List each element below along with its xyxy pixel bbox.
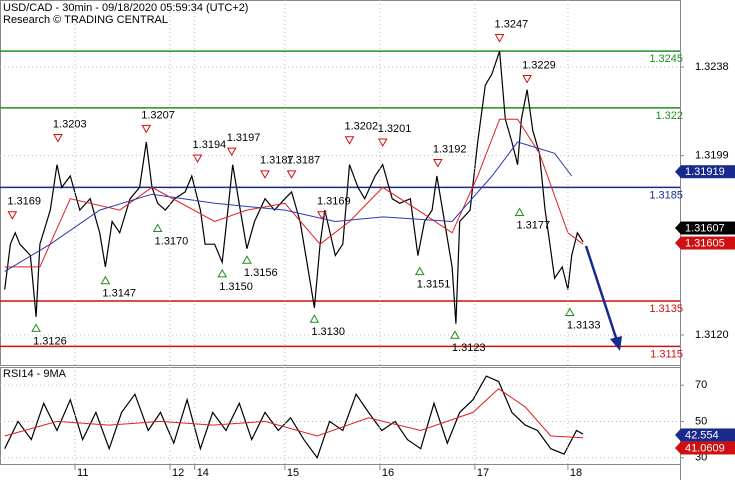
y-tick-label: 1.3199 [695,149,729,161]
high-label: 1.3194 [193,139,227,151]
low-label: 1.3130 [311,326,345,338]
series-line [4,118,584,268]
price-box-pointer [675,428,681,442]
low-marker [217,268,228,278]
y-tick-label: 50 [695,415,707,427]
high-label: 1.3169 [317,196,351,208]
high-label: 1.3202 [344,121,378,133]
y-tick-label: 30 [695,452,707,464]
series-line [4,50,584,324]
price-box-label: 1.31607 [685,222,725,234]
level-label: 1.3115 [650,348,683,360]
x-tick-label: 16 [382,467,394,479]
low-marker [309,314,320,323]
high-marker [286,170,297,179]
high-label: 1.3197 [227,132,261,144]
low-label: 1.3177 [516,219,550,231]
price-box-pointer [675,165,681,179]
high-label: 1.3203 [53,118,87,130]
low-label: 1.3147 [102,288,136,300]
price-box-pointer [675,221,681,235]
low-label: 1.3156 [244,267,278,279]
x-tick-label: 18 [570,467,582,479]
high-label: 1.3187 [287,155,321,167]
high-marker [141,124,152,134]
high-marker [494,34,505,43]
x-tick-label: 12 [172,467,184,479]
high-marker [7,211,18,220]
price-box-label: 41.0609 [685,442,725,454]
low-marker [514,207,525,217]
high-label: 1.3169 [7,196,41,208]
forecast-arrow [584,245,620,345]
chart-title: USD/CAD - 30min - 09/18/2020 05:59:34 (U… [3,2,248,14]
price-box [681,165,735,179]
high-marker [432,158,443,168]
x-tick-label: 15 [287,467,299,479]
low-label: 1.3151 [417,279,451,291]
x-tick-label: 11 [77,467,88,479]
low-marker [242,255,252,264]
level-label: 1.3135 [649,303,683,315]
level-label: 1.3245 [649,53,683,65]
high-marker [377,138,388,148]
y-tick-label: 1.3238 [695,61,729,73]
price-box [681,441,735,455]
low-marker [414,266,425,276]
price-box-pointer [675,236,681,250]
high-marker [226,147,237,157]
price-box-label: 42.554 [685,429,719,441]
low-marker [152,223,163,232]
level-label: 1.322 [655,110,683,122]
price-box [681,221,735,235]
high-marker [317,211,327,220]
rsi-title: RSI14 - 9MA [3,368,67,380]
high-label: 1.3192 [433,143,467,155]
price-box [681,428,735,442]
x-tick-label: 14 [197,467,209,479]
low-marker [564,307,575,316]
series-line [4,141,573,272]
low-marker [450,330,460,339]
y-tick-label: 70 [695,379,707,391]
series-line [4,375,584,459]
low-label: 1.3133 [567,319,601,331]
price-box [681,236,735,250]
low-label: 1.3123 [452,342,486,354]
price-box-pointer [675,441,681,455]
low-label: 1.3126 [33,335,67,347]
series-line [4,388,584,439]
high-marker [344,136,355,145]
level-label: 1.3185 [649,189,683,201]
low-marker [31,323,41,332]
high-marker [522,74,532,84]
high-marker [260,170,270,179]
y-tick-label: 1.3120 [695,329,729,341]
price-box-label: 1.31605 [685,237,725,249]
high-label: 1.3201 [378,123,412,135]
high-label: 1.3187 [260,155,294,167]
chart-subtitle: Research © TRADING CENTRAL [3,14,168,26]
high-label: 1.3229 [522,59,556,71]
forecast-arrowhead [610,336,622,351]
high-label: 1.3207 [141,109,175,121]
x-tick-label: 17 [477,467,489,479]
low-marker [100,275,111,285]
price-box-label: 1.31919 [685,166,725,178]
low-label: 1.3170 [155,235,189,247]
high-label: 1.3247 [495,18,529,30]
high-marker [53,133,63,143]
high-marker [192,154,203,163]
low-label: 1.3150 [219,281,253,293]
